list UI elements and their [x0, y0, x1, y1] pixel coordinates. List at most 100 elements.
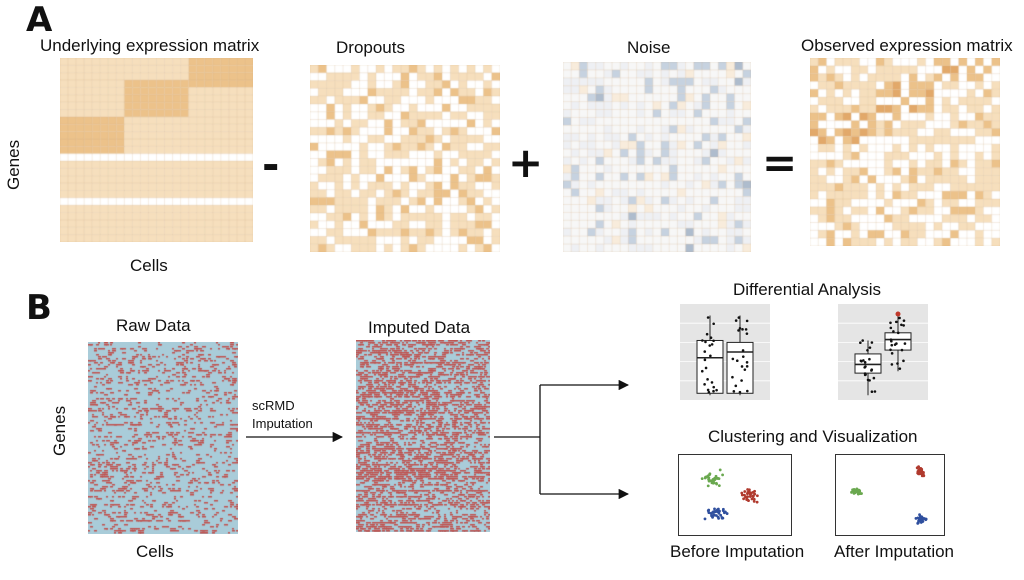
cluster-point	[748, 491, 751, 495]
dropouts-title: Dropouts	[336, 38, 405, 57]
cluster-point	[915, 466, 919, 470]
data-point	[864, 365, 867, 368]
data-point	[746, 389, 749, 393]
data-point	[866, 349, 869, 352]
data-point	[892, 330, 895, 333]
data-point	[740, 379, 743, 382]
data-point	[889, 326, 893, 330]
data-point	[741, 349, 745, 352]
cluster-point	[706, 509, 710, 513]
data-point	[890, 352, 894, 355]
data-point	[745, 332, 749, 335]
data-point	[738, 390, 742, 394]
data-point	[712, 339, 715, 343]
data-point	[896, 331, 900, 335]
underlying-expression-matrix	[60, 58, 253, 242]
data-point	[738, 326, 742, 330]
data-point	[708, 344, 712, 347]
data-point	[744, 328, 748, 331]
data-point	[732, 390, 736, 393]
cluster-point	[712, 513, 716, 517]
data-point	[898, 316, 901, 320]
cluster-point	[746, 498, 750, 502]
plot-frame	[835, 454, 945, 536]
arrow-label-scrmd: scRMD	[252, 398, 295, 413]
panel-a-letter: A	[26, 0, 53, 40]
data-point	[866, 378, 870, 382]
equals-operator: =	[762, 138, 798, 187]
box	[884, 332, 912, 351]
data-point	[704, 366, 708, 370]
data-point	[900, 323, 903, 327]
data-point	[900, 348, 904, 352]
cluster-point	[720, 516, 724, 519]
data-point	[870, 390, 874, 393]
cluster-point	[743, 493, 746, 497]
clustering-title: Clustering and Visualization	[708, 427, 918, 446]
cluster-point	[725, 512, 729, 515]
cluster-point	[752, 499, 756, 503]
differential-analysis-title: Differential Analysis	[733, 280, 882, 299]
box	[696, 339, 724, 394]
data-point	[870, 369, 873, 372]
data-point	[735, 359, 739, 362]
imputed-data-heatmap	[356, 340, 490, 532]
plus-operator: +	[508, 138, 544, 187]
arrow-label-imputation: Imputation	[252, 416, 313, 431]
cluster-point	[709, 479, 713, 483]
data-point	[893, 343, 897, 346]
data-point	[712, 385, 716, 389]
cluster-point	[918, 472, 922, 476]
cluster-point	[704, 475, 708, 479]
data-point	[731, 375, 734, 379]
data-point	[903, 342, 907, 345]
cluster-point	[921, 473, 925, 477]
data-point	[706, 388, 710, 392]
data-point	[890, 343, 894, 347]
cluster-point	[713, 510, 717, 514]
data-point	[868, 346, 872, 349]
cells-axis-label-a: Cells	[130, 256, 168, 275]
imputed-data-title: Imputed Data	[368, 318, 471, 337]
data-point	[889, 321, 892, 325]
data-point	[872, 376, 876, 380]
data-point	[860, 359, 863, 363]
cluster-point	[750, 497, 754, 501]
cluster-point	[703, 517, 707, 521]
cluster-point	[856, 488, 860, 492]
data-point	[894, 320, 898, 324]
cluster-point	[717, 477, 721, 481]
data-point	[889, 348, 892, 352]
raw-data-heatmap	[88, 342, 238, 534]
cluster-point	[709, 511, 713, 515]
cluster-point	[918, 513, 921, 517]
data-point	[700, 369, 704, 373]
observed-expression-matrix	[810, 58, 1000, 246]
cluster-point	[718, 509, 721, 513]
cluster-point	[916, 521, 920, 525]
box	[726, 341, 754, 394]
data-point	[712, 389, 715, 393]
data-point	[701, 339, 704, 342]
data-point	[734, 384, 738, 388]
cluster-point	[920, 467, 924, 471]
data-point	[703, 358, 707, 362]
data-point	[710, 343, 714, 346]
data-point	[863, 373, 867, 377]
data-point	[734, 319, 738, 322]
data-point	[873, 390, 877, 393]
cluster-point	[717, 484, 721, 488]
data-point	[703, 350, 707, 353]
panel-b-letter: B	[26, 288, 52, 328]
cluster-point	[916, 470, 920, 474]
noise-matrix	[563, 62, 751, 252]
data-point	[709, 354, 712, 358]
data-point	[745, 365, 749, 368]
data-point	[715, 388, 718, 392]
cluster-point	[721, 507, 725, 511]
cluster-point	[700, 477, 704, 480]
cluster-point	[711, 515, 714, 519]
observed-matrix-title: Observed expression matrix	[801, 36, 1013, 55]
data-point	[861, 339, 865, 342]
cells-axis-label-b: Cells	[136, 542, 174, 561]
